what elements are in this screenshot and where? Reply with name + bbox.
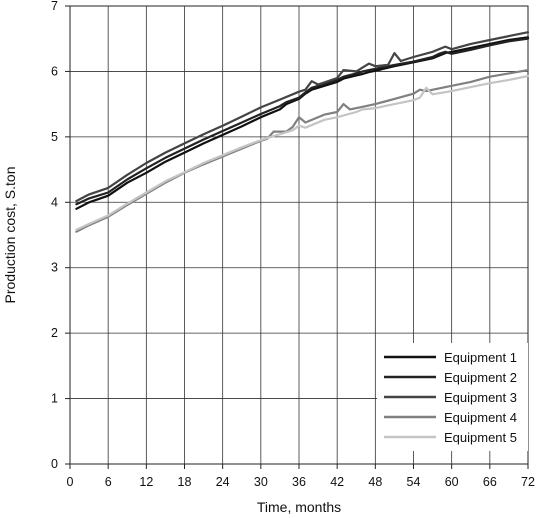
x-tick-label: 30 <box>254 475 268 489</box>
series-layer <box>75 31 530 233</box>
legend-label-equipment-1: Equipment 1 <box>444 350 517 365</box>
x-tick-label: 60 <box>445 475 459 489</box>
y-tick-label: 6 <box>51 64 58 78</box>
x-tick-label: 72 <box>521 475 535 489</box>
series-line-equipment-1 <box>75 36 530 210</box>
legend: Equipment 1 Equipment 2 Equipment 3 Equipme… <box>377 343 528 451</box>
legend-label-equipment-3: Equipment 3 <box>444 390 517 405</box>
x-tick-label: 24 <box>216 475 230 489</box>
y-tick-label: 2 <box>51 326 58 340</box>
legend-label-equipment-5: Equipment 5 <box>444 430 517 445</box>
x-tick-label: 42 <box>330 475 344 489</box>
x-tick-label: 36 <box>292 475 306 489</box>
y-tick-label: 1 <box>51 392 58 406</box>
x-tick-label: 66 <box>483 475 497 489</box>
legend-label-equipment-2: Equipment 2 <box>444 370 517 385</box>
x-tick-label: 18 <box>178 475 192 489</box>
x-tick-label: 48 <box>368 475 382 489</box>
y-tick-label: 4 <box>51 195 58 209</box>
y-tick-label: 0 <box>51 457 58 471</box>
series-line-equipment-3 <box>75 31 530 203</box>
legend-label-equipment-4: Equipment 4 <box>444 410 517 425</box>
grid-lines <box>70 6 528 464</box>
x-tick-label: 12 <box>139 475 153 489</box>
y-tick-label: 7 <box>51 0 58 13</box>
y-tick-label: 3 <box>51 261 58 275</box>
series-line-equipment-2 <box>75 37 530 206</box>
x-tick-label: 54 <box>407 475 421 489</box>
x-tick-label: 6 <box>105 475 112 489</box>
x-tick-label: 0 <box>67 475 74 489</box>
y-axis-label: Production cost, S.ton <box>2 167 18 304</box>
series-line-equipment-5 <box>75 74 530 231</box>
y-tick-label: 5 <box>51 130 58 144</box>
x-axis-label: Time, months <box>257 499 341 515</box>
